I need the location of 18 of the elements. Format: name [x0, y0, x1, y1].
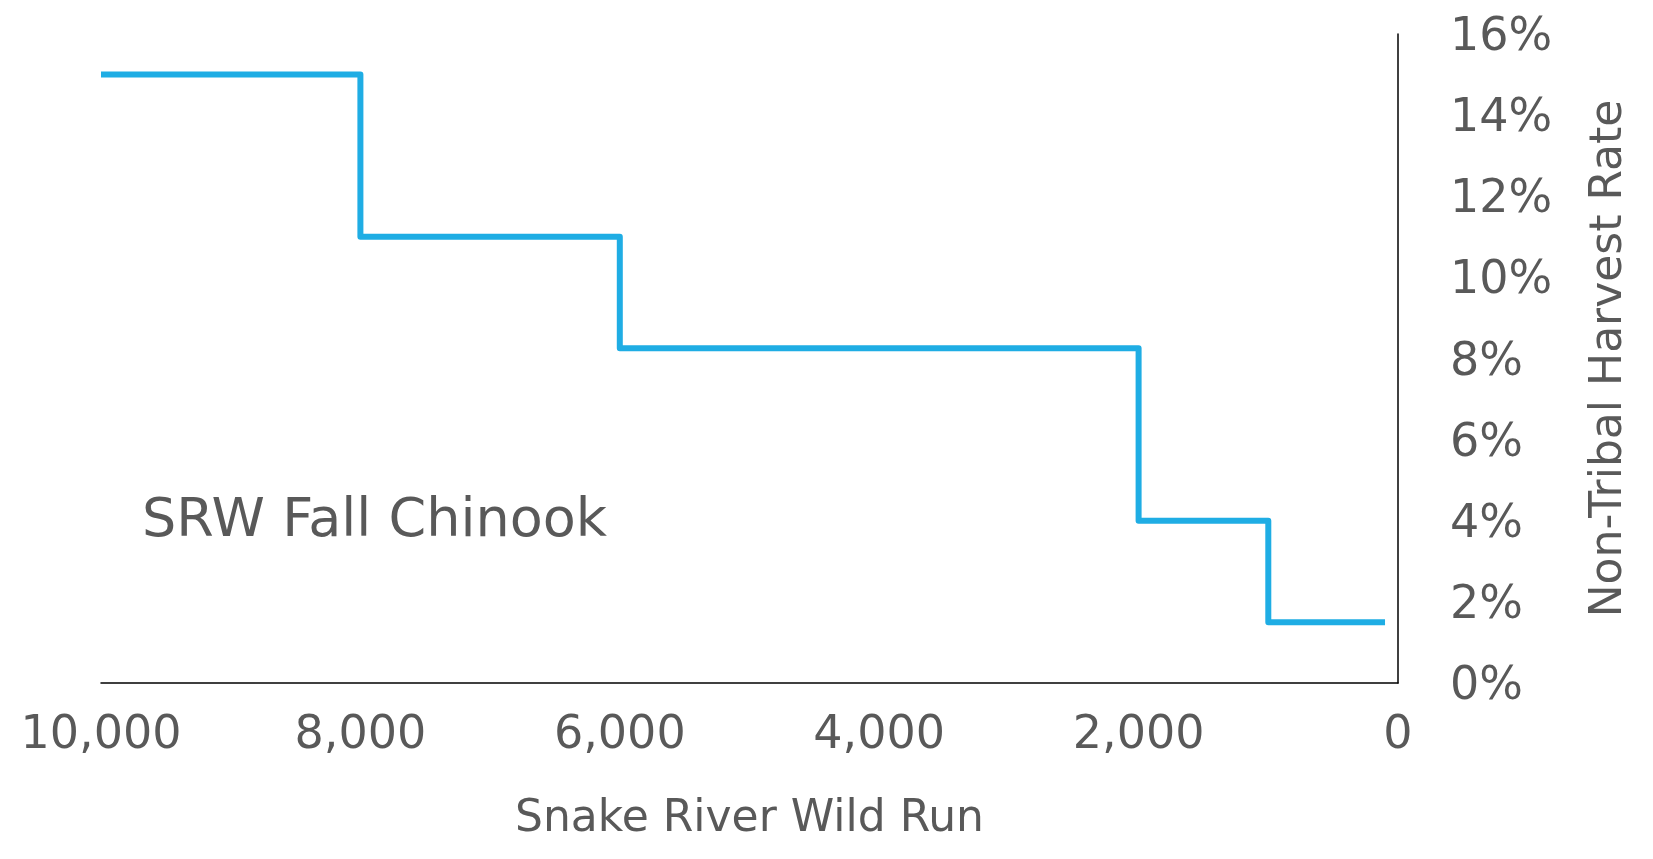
- y-tick-label: 0%: [1450, 656, 1523, 710]
- x-tick-label: 4,000: [813, 705, 946, 759]
- x-tick-label: 10,000: [20, 705, 182, 759]
- y-tick-label: 2%: [1450, 574, 1523, 629]
- y-tick-label: 4%: [1450, 493, 1523, 548]
- y-tick-label: 6%: [1450, 412, 1523, 467]
- x-tick-label: 8,000: [294, 705, 427, 759]
- x-axis-title: Snake River Wild Run: [514, 789, 985, 841]
- x-tick-label: 6,000: [553, 705, 686, 759]
- y-tick-label: 14%: [1450, 88, 1553, 143]
- y-tick-label: 8%: [1450, 331, 1523, 386]
- y-tick-label: 16%: [1450, 7, 1553, 61]
- x-tick-label: 2,000: [1072, 705, 1205, 759]
- x-tick-label: 0: [1383, 705, 1413, 759]
- y-axis-title: Non-Tribal Harvest Rate: [1579, 99, 1631, 618]
- annotation: SRW Fall Chinook: [142, 485, 608, 549]
- y-tick-label: 10%: [1450, 250, 1553, 305]
- y-tick-label: 12%: [1450, 169, 1553, 224]
